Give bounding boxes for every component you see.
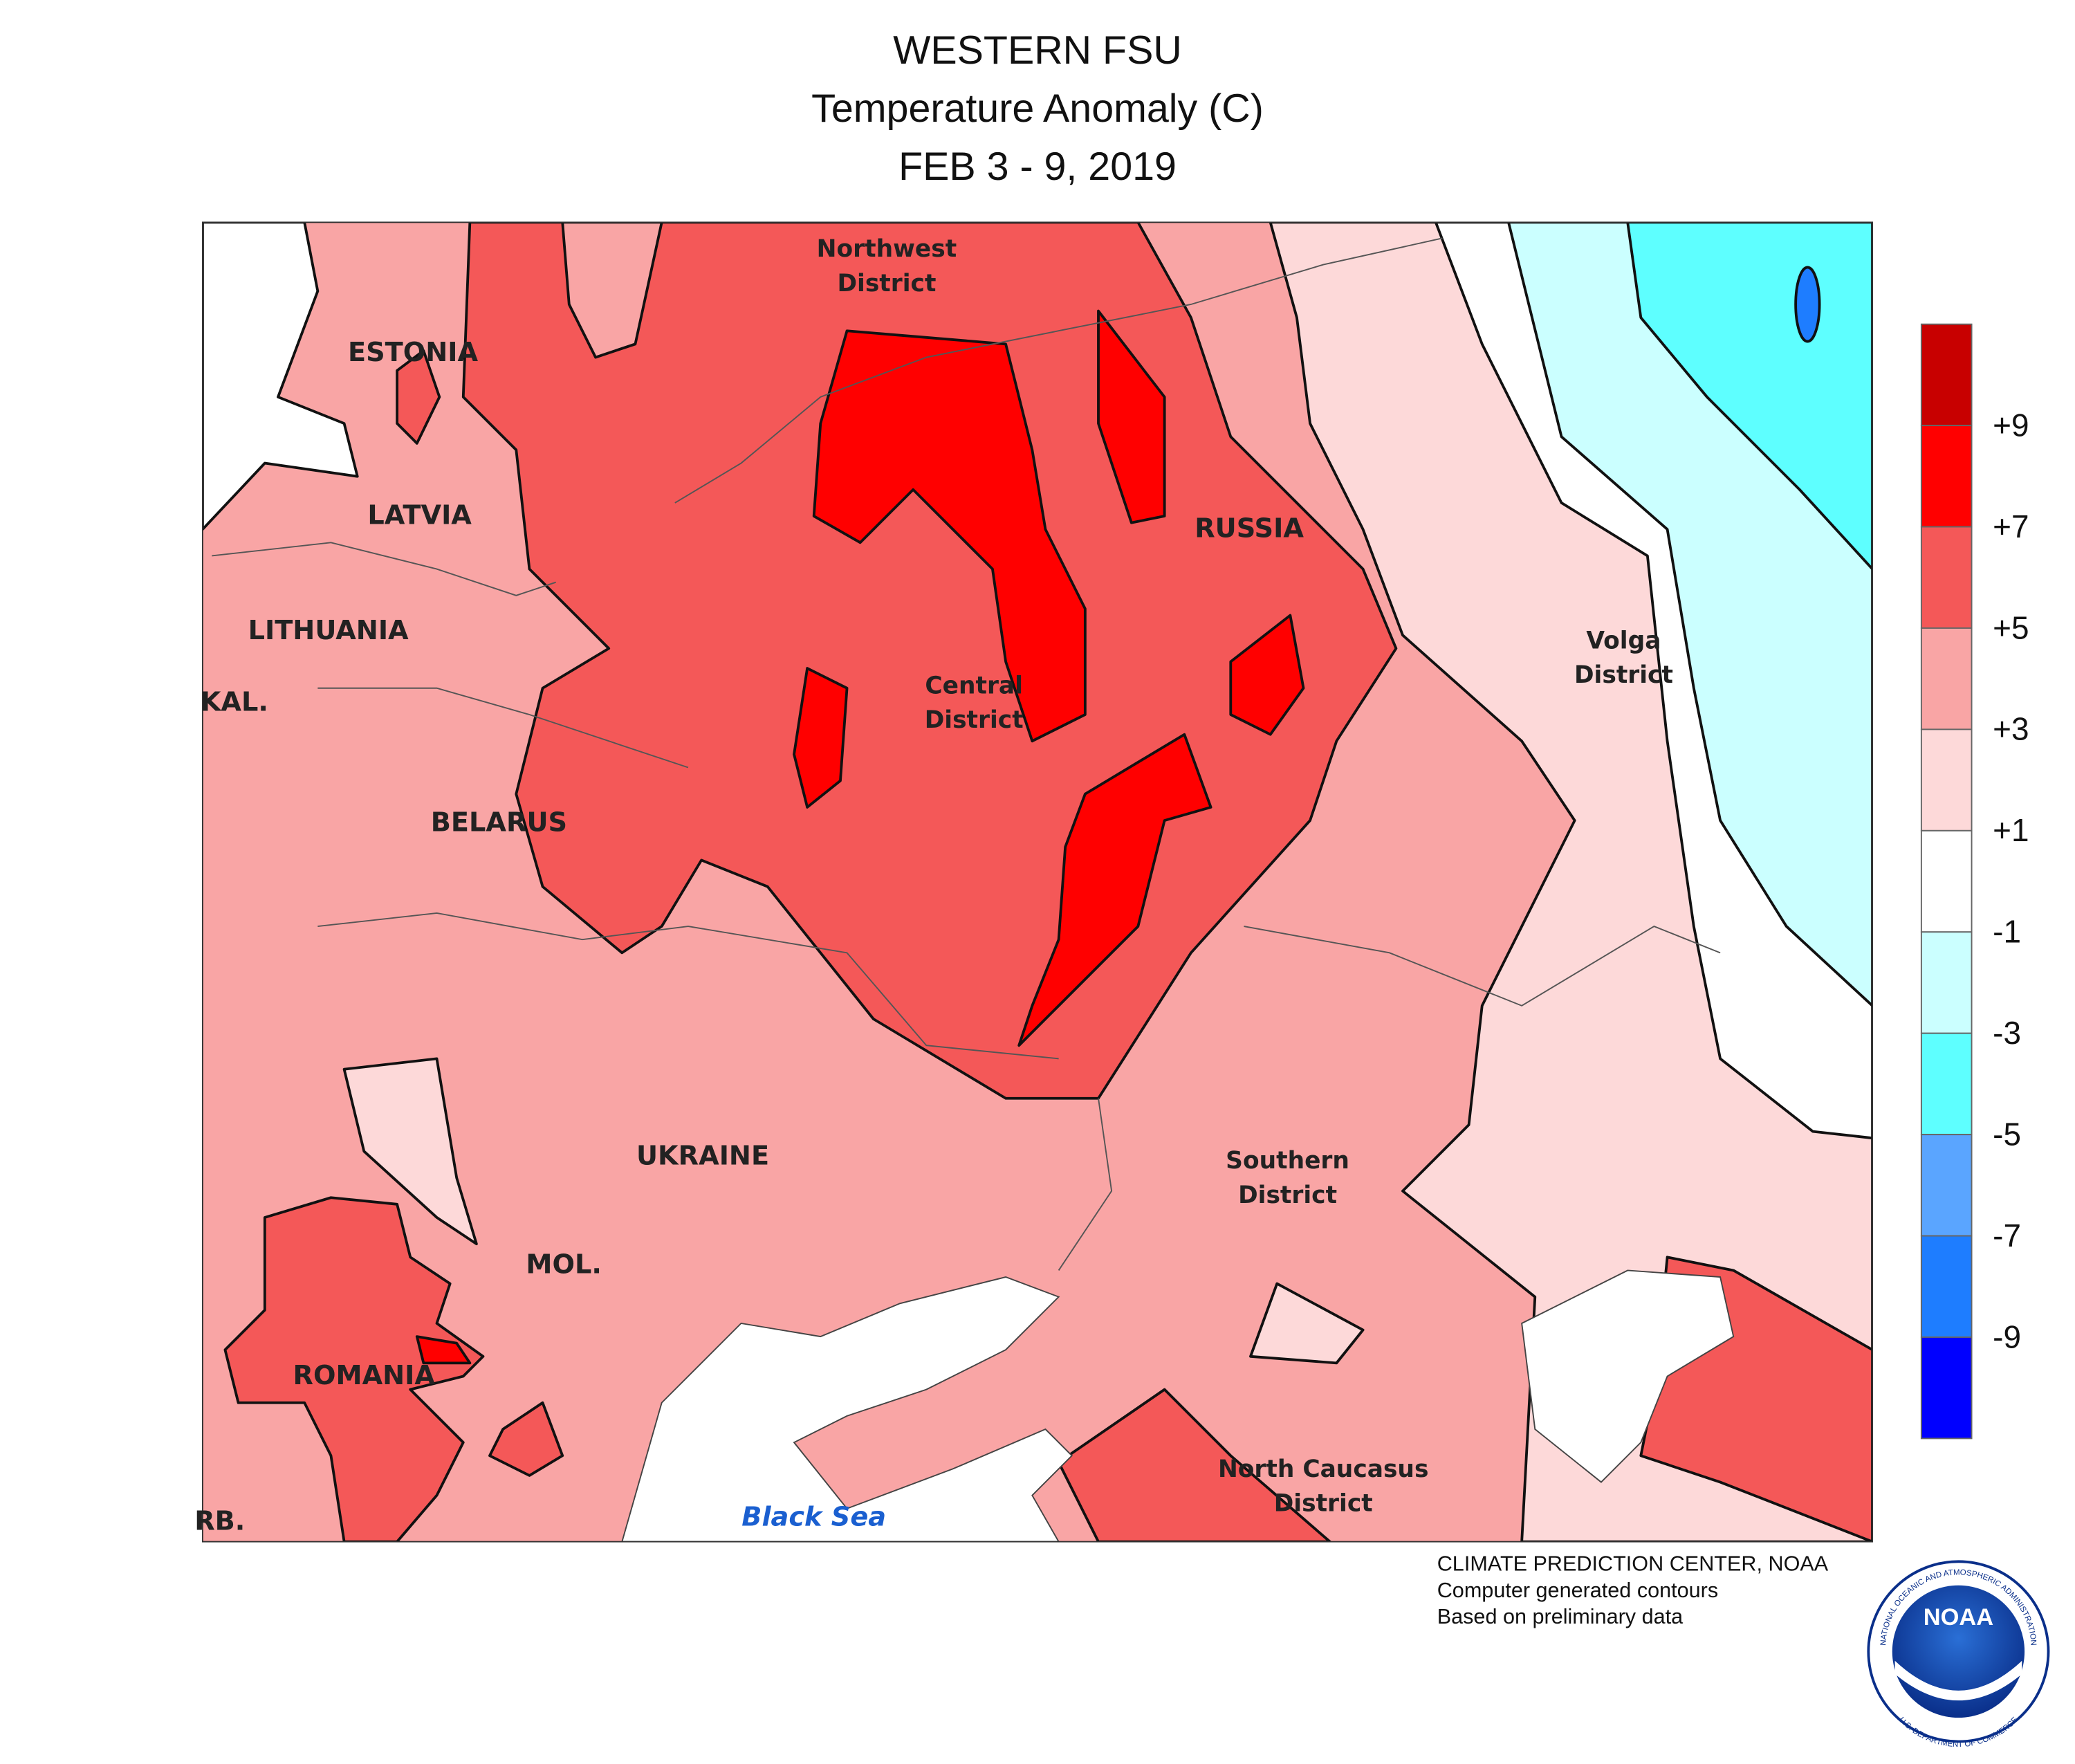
region-label: District: [1238, 1182, 1337, 1209]
region-label: District: [925, 706, 1024, 734]
colorbar-bin: [1920, 728, 1973, 832]
map-frame: [201, 221, 1874, 1543]
land-sea-white: [202, 222, 359, 531]
colorbar-bin: [1920, 1032, 1973, 1136]
colorbar-bin: [1920, 425, 1973, 528]
region-label: Southern: [1226, 1147, 1349, 1175]
sea-label: Black Sea: [741, 1502, 886, 1533]
colorbar-label: +1: [1993, 812, 2029, 848]
contour-plus1-3: [1249, 1282, 1365, 1365]
logo-text: NOAA: [1924, 1604, 1993, 1630]
region-label: UKRAINE: [636, 1140, 769, 1171]
region-label: RB.: [194, 1505, 245, 1536]
anomaly-map: [202, 222, 1873, 1542]
contour-plus7-9: [793, 667, 849, 809]
noaa-logo: NOAA NATIONAL OCEANIC AND ATMOSPHERIC AD…: [1867, 1560, 2050, 1749]
region-label: North Caucasus: [1218, 1455, 1428, 1483]
region-label: Central: [925, 672, 1023, 699]
colorbar-label: +9: [1993, 407, 2029, 443]
credit-line: Computer generated contours: [1437, 1579, 1718, 1602]
region-label: District: [837, 270, 936, 297]
credit-line: CLIMATE PREDICTION CENTER, NOAA: [1437, 1552, 1829, 1576]
contour-plus7-9: [415, 1335, 472, 1365]
region-label: RUSSIA: [1195, 513, 1304, 544]
region-label: District: [1274, 1490, 1373, 1518]
contour-plus7-9: [1017, 733, 1212, 1047]
borders: [212, 237, 1721, 1271]
region-label: District: [1574, 661, 1673, 689]
date-range: FEB 3 - 9, 2019: [898, 145, 1177, 189]
contour-minus7-5: [1794, 266, 1821, 343]
contour-plus7-9: [812, 329, 1087, 743]
black-sea: [621, 1276, 1073, 1542]
colorbar-label: -3: [1993, 1015, 2021, 1051]
colorbar-bin: [1920, 1235, 1973, 1338]
contour-plus5-7: [223, 1196, 485, 1542]
colorbar-bin: [1920, 931, 1973, 1034]
colorbar-label: +5: [1993, 609, 2029, 645]
colorbar-bin: [1920, 1336, 1973, 1440]
contour-plus3-5: [561, 222, 663, 359]
contour-plus5-7: [488, 1401, 564, 1477]
colorbar-label: +3: [1993, 711, 2029, 747]
contour-plus5-7: [396, 349, 441, 445]
region-label: ROMANIA: [293, 1360, 436, 1391]
colorbar-label: -7: [1993, 1218, 2021, 1253]
region-label: BELARUS: [431, 807, 567, 838]
region-label: LITHUANIA: [248, 615, 409, 646]
region-label: Volga: [1586, 627, 1661, 654]
colorbar-bin: [1920, 829, 1973, 933]
colorbar-bin: [1920, 627, 1973, 731]
colorbar-bin: [1920, 1134, 1973, 1237]
region-label: LATVIA: [367, 500, 472, 531]
colorbar-label: -9: [1993, 1319, 2021, 1354]
region-label: KAL.: [201, 686, 268, 717]
caspian-sea: [1521, 1269, 1735, 1483]
colorbar-bin: [1920, 526, 1973, 629]
colorbar-label: +7: [1993, 508, 2029, 544]
colorbar-bin: [1920, 323, 1973, 427]
title: WESTERN FSU: [893, 28, 1182, 73]
colorbar-label: -5: [1993, 1116, 2021, 1152]
contour-plus7-9: [1097, 309, 1166, 524]
colorbar-label: -1: [1993, 914, 2021, 950]
logo-wave: [1894, 1660, 2022, 1701]
region-label: Northwest: [817, 235, 957, 263]
region-label: ESTONIA: [348, 337, 479, 368]
contour-plus5-7: [1057, 1388, 1331, 1542]
region-label: MOL.: [526, 1249, 601, 1280]
contour-plus1-3: [342, 1057, 478, 1246]
subtitle: Temperature Anomaly (C): [811, 86, 1264, 131]
contour-plus7-9: [1229, 614, 1305, 736]
credit-line: Based on preliminary data: [1437, 1605, 1684, 1628]
